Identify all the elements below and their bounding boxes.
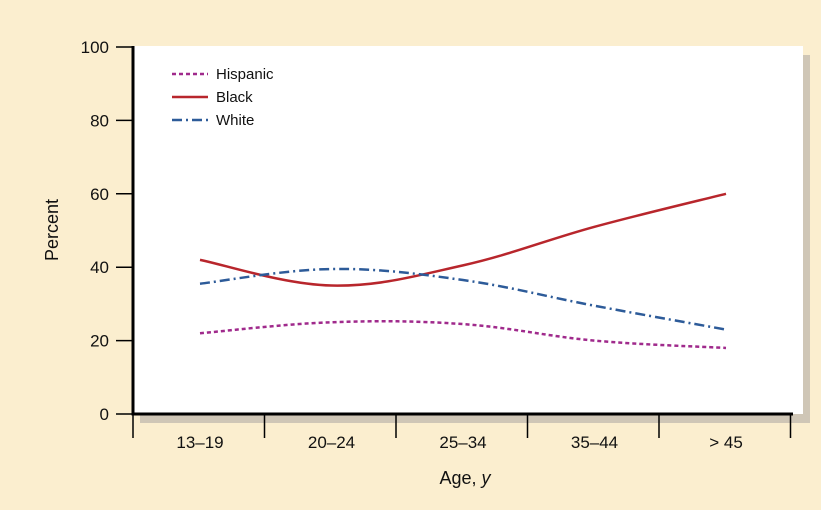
y-tick-label: 80: [90, 111, 109, 130]
plot-panel: [133, 46, 803, 414]
series-line-black: [199, 192, 727, 287]
y-axis-title: Percent: [42, 199, 62, 261]
y-tick-label: 0: [100, 405, 109, 424]
series-line-hispanic: [199, 319, 727, 350]
y-tick-label: 100: [81, 38, 109, 57]
legend-label-white: White: [216, 112, 254, 129]
x-axis-title-variable: y: [480, 468, 492, 488]
x-tick-label: 20–24: [308, 433, 355, 452]
x-axis-title-text: Age,: [439, 468, 476, 488]
series-line-white: [199, 267, 727, 331]
y-tick-label: 20: [90, 332, 109, 351]
x-tick-label: 25–34: [439, 433, 486, 452]
legend: Hispanic Black White: [172, 66, 274, 129]
x-tick-label: 13–19: [176, 433, 223, 452]
series-layer: [199, 192, 727, 350]
y-tick-label: 40: [90, 258, 109, 277]
y-tick-label: 60: [90, 185, 109, 204]
x-tick-label: 35–44: [571, 433, 618, 452]
x-tick-label: > 45: [709, 433, 743, 452]
legend-label-black: Black: [216, 89, 253, 106]
legend-label-hispanic: Hispanic: [216, 66, 274, 83]
axes: 0 20 40 60 80 100 13–19 20–24 25–34 35–44 > 45: [81, 38, 793, 452]
x-axis-title: Age, y: [439, 468, 491, 488]
